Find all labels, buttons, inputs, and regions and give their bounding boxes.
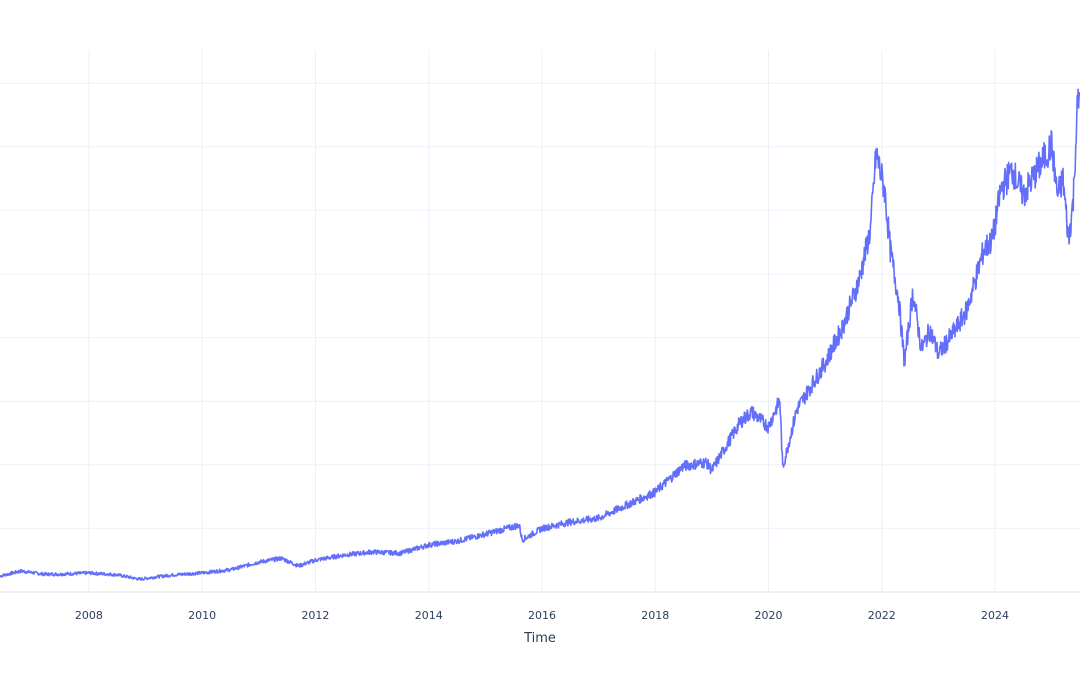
grid-lines bbox=[0, 50, 1080, 593]
x-tick-label: 2012 bbox=[301, 609, 329, 622]
x-tick-label: 2018 bbox=[641, 609, 669, 622]
x-axis-ticks: 2008 2010 2012 2014 2016 2018 2020 2022 2024 bbox=[75, 609, 1009, 622]
x-tick-label: 2010 bbox=[188, 609, 216, 622]
x-tick-label: 2014 bbox=[415, 609, 443, 622]
series-line bbox=[0, 88, 1080, 581]
x-tick-label: 2016 bbox=[528, 609, 556, 622]
x-axis-title: Time bbox=[523, 631, 556, 646]
x-tick-label: 2008 bbox=[75, 609, 103, 622]
x-tick-label: 2022 bbox=[868, 609, 896, 622]
x-tick-label: 2024 bbox=[981, 609, 1009, 622]
x-tick-label: 2020 bbox=[755, 609, 783, 622]
